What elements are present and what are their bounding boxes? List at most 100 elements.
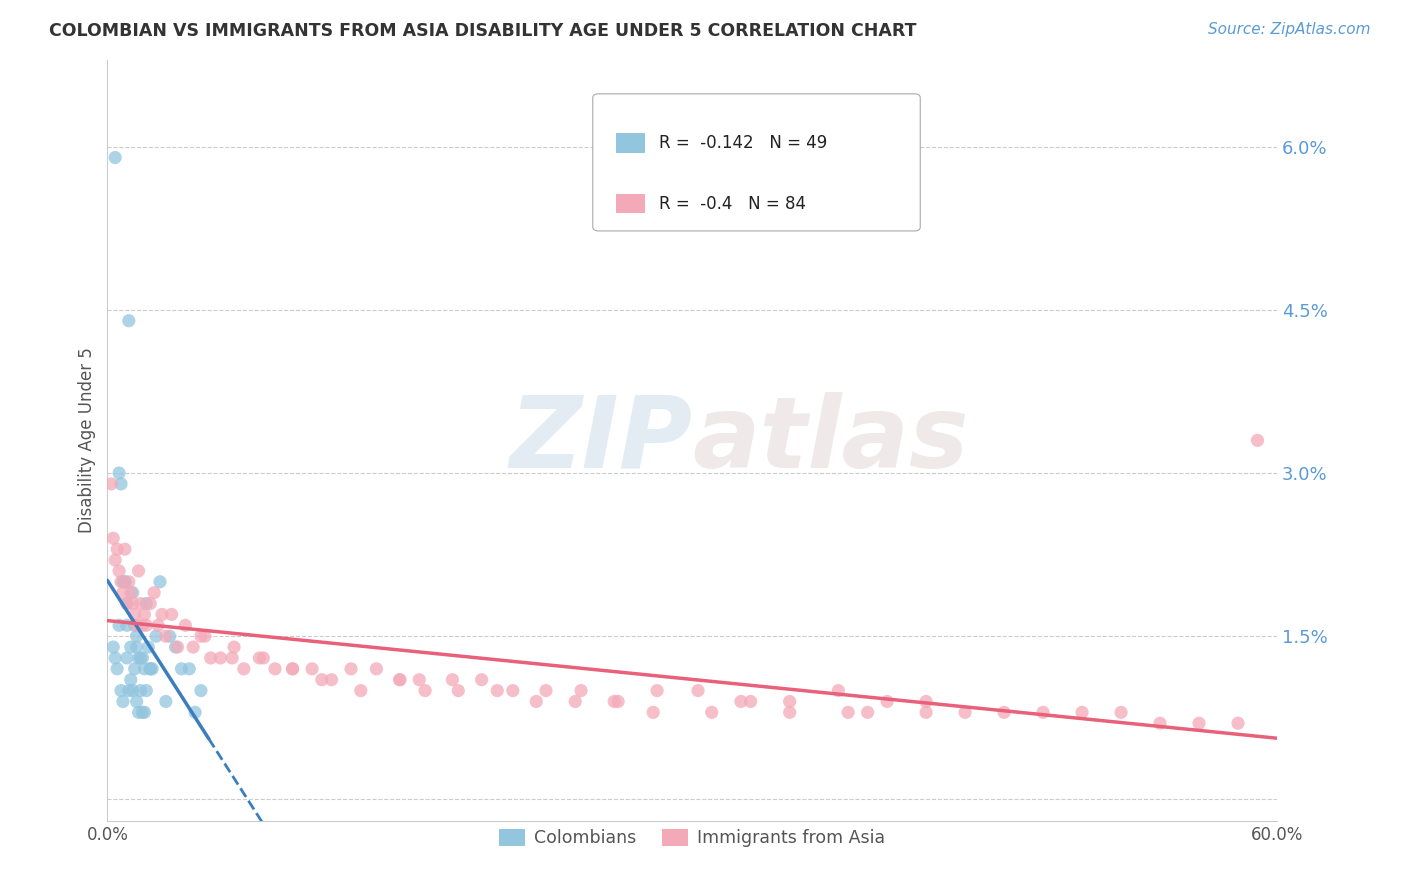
Point bbox=[114, 574, 136, 589]
Point bbox=[111, 585, 134, 599]
Point bbox=[129, 683, 152, 698]
Point bbox=[110, 476, 132, 491]
Point bbox=[111, 694, 134, 708]
Point bbox=[311, 673, 333, 687]
Point bbox=[779, 706, 801, 720]
Point bbox=[730, 694, 752, 708]
Point bbox=[124, 662, 146, 676]
FancyBboxPatch shape bbox=[616, 194, 645, 213]
Point bbox=[165, 640, 187, 654]
Point bbox=[121, 585, 143, 599]
Point bbox=[121, 683, 143, 698]
Point bbox=[486, 683, 509, 698]
Point bbox=[128, 564, 150, 578]
Point bbox=[179, 662, 201, 676]
Point bbox=[134, 607, 156, 622]
Point bbox=[115, 651, 138, 665]
Point bbox=[301, 662, 323, 676]
Point bbox=[350, 683, 373, 698]
Point bbox=[1071, 706, 1094, 720]
Point bbox=[232, 662, 254, 676]
Point bbox=[779, 694, 801, 708]
Point bbox=[953, 706, 976, 720]
Point bbox=[837, 706, 859, 720]
Point bbox=[321, 673, 343, 687]
Point bbox=[645, 683, 668, 698]
Point bbox=[524, 694, 547, 708]
FancyBboxPatch shape bbox=[593, 94, 921, 231]
Point bbox=[222, 640, 245, 654]
Point bbox=[125, 640, 148, 654]
Point bbox=[876, 694, 898, 708]
Point bbox=[408, 673, 430, 687]
Text: Source: ZipAtlas.com: Source: ZipAtlas.com bbox=[1208, 22, 1371, 37]
Point bbox=[184, 706, 207, 720]
Point bbox=[136, 640, 159, 654]
Point bbox=[1032, 706, 1054, 720]
Point bbox=[740, 694, 762, 708]
Point bbox=[181, 640, 204, 654]
Point bbox=[110, 683, 132, 698]
Point bbox=[131, 706, 153, 720]
Point bbox=[1109, 706, 1132, 720]
Point bbox=[155, 694, 177, 708]
Point bbox=[190, 629, 212, 643]
Point bbox=[915, 694, 938, 708]
Point bbox=[104, 151, 127, 165]
Point bbox=[249, 651, 271, 665]
Point bbox=[534, 683, 557, 698]
Point bbox=[143, 585, 166, 599]
Point bbox=[856, 706, 879, 720]
Point bbox=[103, 640, 125, 654]
Point bbox=[149, 574, 172, 589]
Point bbox=[128, 706, 150, 720]
Point bbox=[264, 662, 287, 676]
Point bbox=[124, 607, 146, 622]
Point bbox=[129, 597, 152, 611]
Point bbox=[413, 683, 436, 698]
Text: atlas: atlas bbox=[692, 392, 969, 489]
Point bbox=[252, 651, 274, 665]
Point bbox=[366, 662, 388, 676]
Point bbox=[125, 629, 148, 643]
Point bbox=[111, 574, 134, 589]
Point bbox=[190, 683, 212, 698]
Point bbox=[108, 618, 131, 632]
Point bbox=[1246, 434, 1268, 448]
Point bbox=[1149, 716, 1171, 731]
Point bbox=[134, 662, 156, 676]
Point bbox=[200, 651, 222, 665]
Text: R =  -0.4   N = 84: R = -0.4 N = 84 bbox=[659, 194, 807, 213]
Point bbox=[115, 597, 138, 611]
Point bbox=[139, 597, 162, 611]
Point bbox=[118, 574, 141, 589]
Point bbox=[110, 574, 132, 589]
Y-axis label: Disability Age Under 5: Disability Age Under 5 bbox=[79, 348, 96, 533]
Point bbox=[114, 574, 136, 589]
Point bbox=[118, 314, 141, 328]
Point bbox=[447, 683, 470, 698]
Point bbox=[104, 651, 127, 665]
Point bbox=[569, 683, 592, 698]
Point bbox=[141, 662, 163, 676]
Point bbox=[603, 694, 626, 708]
Point bbox=[115, 597, 138, 611]
Point bbox=[114, 542, 136, 557]
Legend: Colombians, Immigrants from Asia: Colombians, Immigrants from Asia bbox=[492, 822, 891, 855]
Point bbox=[131, 618, 153, 632]
Point bbox=[125, 694, 148, 708]
Point bbox=[120, 640, 142, 654]
Text: COLOMBIAN VS IMMIGRANTS FROM ASIA DISABILITY AGE UNDER 5 CORRELATION CHART: COLOMBIAN VS IMMIGRANTS FROM ASIA DISABI… bbox=[49, 22, 917, 40]
Point bbox=[100, 476, 122, 491]
Point bbox=[150, 607, 173, 622]
Point bbox=[564, 694, 586, 708]
Point bbox=[128, 651, 150, 665]
Text: R =  -0.142   N = 49: R = -0.142 N = 49 bbox=[659, 134, 828, 152]
Point bbox=[174, 618, 197, 632]
Point bbox=[108, 466, 131, 480]
Point bbox=[502, 683, 524, 698]
Point bbox=[686, 683, 709, 698]
Point bbox=[120, 585, 142, 599]
Point bbox=[1227, 716, 1250, 731]
Point bbox=[135, 618, 157, 632]
